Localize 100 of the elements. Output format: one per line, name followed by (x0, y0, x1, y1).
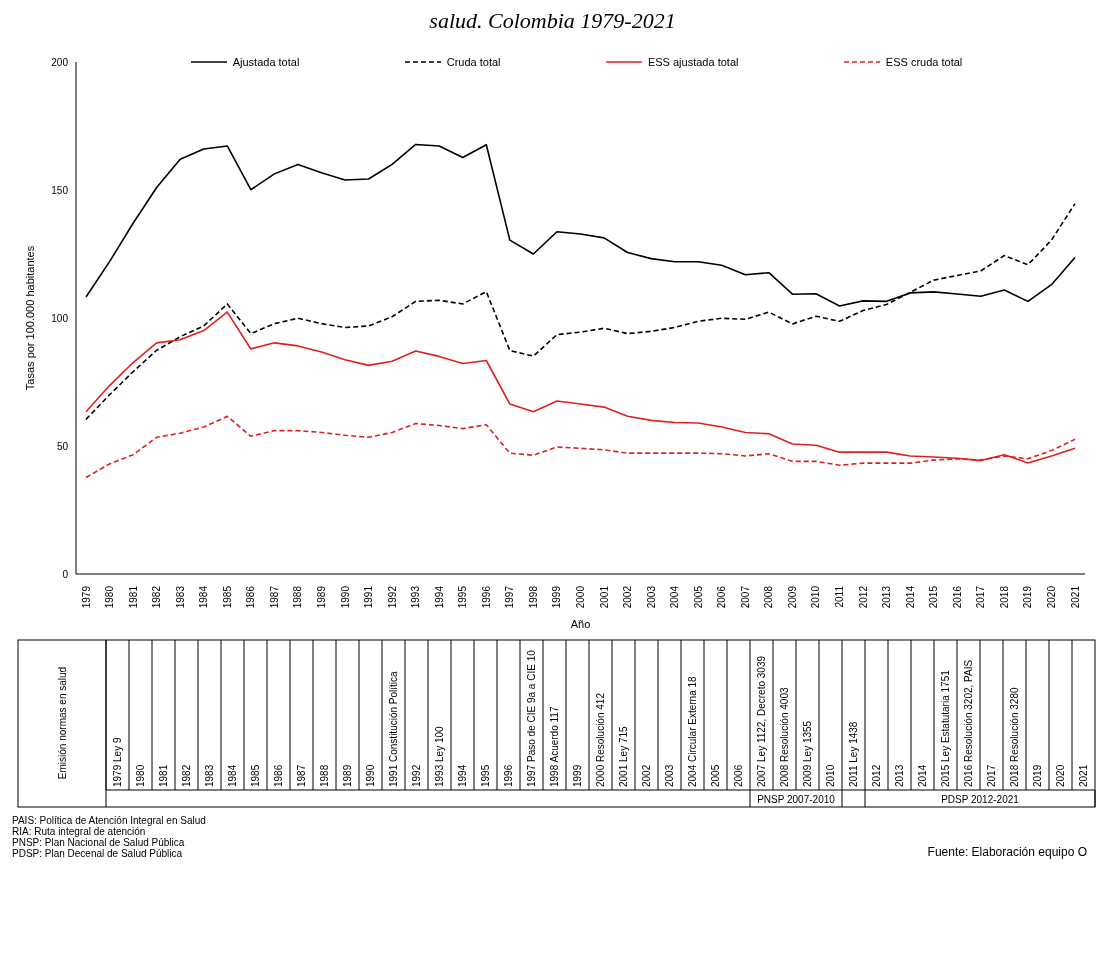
legend-label: Ajustada total (232, 56, 300, 68)
x-tick-label: 2011 (834, 585, 846, 608)
x-tick-label: 2009 (786, 585, 798, 609)
x-tick-label: 1979 (80, 585, 92, 609)
x-tick-label: 1985 (221, 585, 233, 609)
x-tick-label: 2006 (716, 585, 728, 609)
x-tick-label: 2019 (1022, 585, 1034, 609)
text: RIA: Ruta integral de atención (12, 826, 146, 837)
text: 2017 (986, 764, 997, 787)
text: 1982 (181, 764, 192, 787)
text: 2015 Ley Estatutaria 1751 (940, 669, 951, 787)
text: 1987 (296, 764, 307, 787)
x-tick-label: 1987 (268, 585, 280, 609)
x-tick-label: 2010 (810, 585, 822, 609)
text: 2005 (710, 764, 721, 787)
legend-label: ESS ajustada total (647, 56, 739, 68)
x-tick-label: 2002 (622, 585, 634, 609)
text: 2013 (894, 764, 905, 787)
x-tick-label: 1997 (504, 585, 516, 609)
text: 1999 (572, 764, 583, 787)
chart-title: salud. Colombia 1979-2021 (428, 8, 677, 35)
x-tick-label: 1998 (527, 585, 539, 609)
x-tick-label: 1980 (104, 585, 116, 609)
x-tick-label: 2017 (975, 585, 987, 609)
x-tick-label: 2008 (763, 585, 775, 609)
x-tick-label: 2001 (598, 585, 610, 609)
x-tick-label: 1996 (480, 585, 492, 609)
text: 1988 (319, 764, 330, 787)
text: PAIS: Política de Atención Integral en Salud (12, 815, 206, 826)
source-note: Fuente: Elaboración equipo O (927, 845, 1088, 859)
x-tick-label: 2020 (1045, 585, 1057, 609)
x-tick-label: 1991 (363, 585, 375, 609)
text: PNSP: Plan Nacional de Salud Pública (12, 837, 186, 848)
text: 1991 Constitución Política (388, 670, 399, 787)
text: 2019 (1032, 764, 1043, 787)
x-tick-label: 2021 (1069, 585, 1081, 609)
x-tick-label: 2000 (575, 585, 586, 609)
y-tick-label: 0 (62, 568, 69, 580)
text: 2018 Resolución 3280 (1009, 687, 1020, 787)
text: 2007 Ley 1122, Decreto 3039 (756, 655, 767, 787)
text: 1996 (503, 764, 514, 787)
y-axis-title: Tasas por 100.000 habitantes (23, 245, 36, 391)
text: 2014 (917, 764, 928, 787)
text: 1995 (480, 764, 491, 787)
x-tick-label: 1992 (386, 585, 398, 609)
x-tick-label: 1993 (410, 585, 422, 609)
text: 2016 Resolución 3202, PAIS (963, 659, 974, 787)
text: 1985 (250, 764, 261, 787)
x-tick-label: 1981 (127, 585, 139, 609)
x-tick-label: 1994 (433, 585, 445, 609)
x-tick-label: 2004 (669, 585, 681, 609)
text: 2002 (641, 764, 652, 787)
x-axis-title: Año (570, 618, 591, 630)
x-tick-label: 1999 (551, 585, 563, 609)
x-tick-label: 2016 (951, 585, 963, 609)
x-tick-label: 1983 (174, 585, 186, 609)
legend-label: Cruda total (446, 56, 501, 68)
text: PNSP 2007-2010 (757, 794, 836, 805)
x-tick-label: 2018 (998, 585, 1010, 609)
x-tick-label: 1990 (339, 585, 351, 609)
text: 1997 Paso de CIE 9a a CIE 10 (526, 649, 537, 787)
text: 2001 Ley 715 (618, 725, 629, 787)
x-tick-label: 2012 (857, 585, 869, 609)
x-tick-label: 1984 (198, 585, 210, 609)
x-tick-label: 2015 (928, 585, 940, 609)
y-tick-label: 100 (51, 312, 69, 324)
x-tick-label: 2003 (645, 585, 657, 609)
text: PDSP: Plan Decenal de Salud Pública (12, 848, 184, 859)
text: 1994 (457, 764, 468, 787)
text: PDSP 2012-2021 (941, 794, 1020, 805)
text: 2008 Resolución 4003 (779, 687, 790, 787)
x-tick-label: 1995 (457, 585, 469, 609)
text: Emisión normas en salud (56, 666, 68, 780)
x-tick-label: 2007 (739, 585, 751, 609)
text: 1979 Ley 9 (112, 737, 123, 787)
text: 2011 Ley 1438 (848, 721, 859, 787)
text: 1998 Acuerdo 117 (549, 706, 560, 787)
text: 2006 (733, 764, 744, 787)
x-tick-label: 1986 (245, 585, 257, 609)
x-tick-label: 1989 (315, 585, 327, 609)
text: 1990 (365, 764, 376, 787)
text: 1984 (227, 764, 238, 787)
text: 1989 (342, 764, 353, 787)
y-tick-label: 50 (56, 440, 69, 452)
text: 1980 (135, 764, 146, 787)
text: 2010 (825, 764, 836, 787)
text: 1981 (158, 764, 169, 787)
text: 2009 Ley 1355 (802, 720, 813, 787)
x-tick-label: 1982 (151, 585, 163, 609)
text: 2012 (871, 764, 882, 787)
x-tick-label: 1988 (292, 585, 304, 609)
x-tick-label: 2014 (904, 585, 916, 609)
text: 1992 (411, 764, 422, 787)
text: 2004 Circular Externa 18 (687, 675, 698, 787)
x-tick-label: 2005 (692, 585, 704, 609)
text: 2020 (1055, 764, 1066, 787)
text: 2003 (664, 764, 675, 787)
text: 1986 (273, 764, 284, 787)
y-tick-label: 200 (51, 56, 69, 68)
text: 1993 Ley 100 (434, 725, 445, 787)
